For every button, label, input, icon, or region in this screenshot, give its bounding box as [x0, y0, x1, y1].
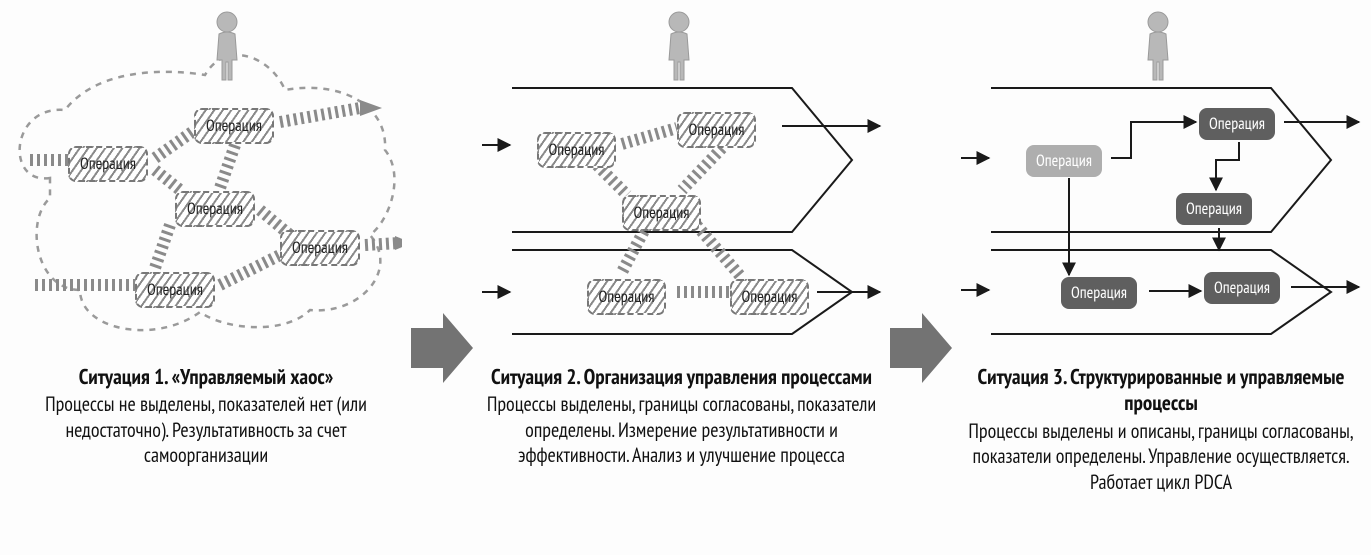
op-box: Операция [1061, 277, 1137, 309]
op-box: Операция [622, 195, 702, 231]
panel-1: Операция Операция Операция Операция Опер… [10, 10, 402, 469]
panel-2-title: Ситуация 2. Организация управления проце… [482, 364, 882, 390]
op-box: Операция [1199, 108, 1275, 140]
op-box: Операция [135, 272, 215, 308]
panel-3-diagram: Операция Операция Операция Операция Опер… [961, 10, 1361, 350]
op-box: Операция [280, 230, 360, 266]
panel-3-caption: Ситуация 3. Структурированные и управляе… [961, 364, 1361, 495]
op-box: Операция [68, 146, 148, 182]
panel-3: Операция Операция Операция Операция Опер… [961, 10, 1361, 495]
panel-2: Операция Операция Операция Операция Опер… [482, 10, 882, 469]
person-icon [217, 12, 237, 80]
panel-1-body: Процессы не выделены, показателей нет (и… [10, 392, 402, 469]
panel-3-svg [961, 10, 1361, 350]
io-arrows [961, 122, 1359, 290]
panel-2-caption: Ситуация 2. Организация управления проце… [482, 364, 882, 469]
op-box: Операция [1176, 193, 1252, 225]
panel-1-caption: Ситуация 1. «Управляемый хаос» Процессы … [10, 364, 402, 469]
panel-1-arrowheads [360, 100, 402, 250]
person-icon [669, 12, 689, 80]
person-icon [1148, 12, 1168, 80]
op-box: Операция [1026, 145, 1102, 177]
panel-3-body: Процессы выделены и описаны, границы сог… [961, 419, 1361, 496]
big-arrow-2 [890, 313, 952, 383]
panel-1-title: Ситуация 1. «Управляемый хаос» [10, 364, 402, 390]
diagram-container: Операция Операция Операция Операция Опер… [0, 0, 1371, 555]
op-box: Операция [1204, 272, 1280, 304]
panel-1-diagram: Операция Операция Операция Операция Опер… [10, 10, 402, 350]
panel-3-title: Ситуация 3. Структурированные и управляе… [961, 364, 1361, 417]
op-box: Операция [730, 279, 810, 315]
panel-2-body: Процессы выделены, границы согласованы, … [482, 392, 882, 469]
panel-2-diagram: Операция Операция Операция Операция Опер… [482, 10, 882, 350]
op-box: Операция [587, 279, 667, 315]
big-arrow-1 [411, 313, 473, 383]
op-box: Операция [194, 108, 274, 144]
panel-2-svg [482, 10, 882, 350]
op-box: Операция [677, 112, 757, 148]
op-box: Операция [175, 191, 255, 227]
op-box: Операция [537, 132, 617, 168]
